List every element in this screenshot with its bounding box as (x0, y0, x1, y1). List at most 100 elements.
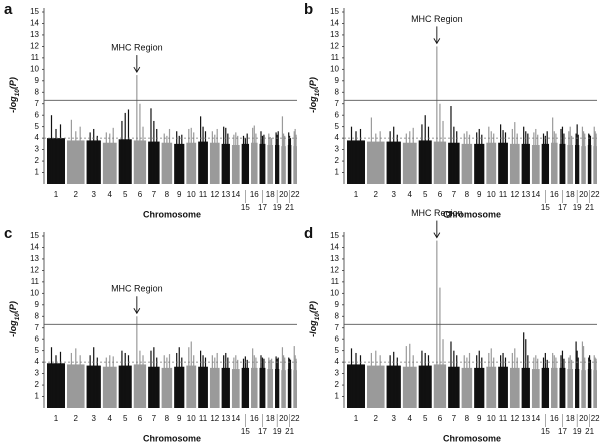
peak (252, 348, 254, 408)
y-tick-label: 5 (35, 346, 40, 355)
x-tick-label: 16 (250, 190, 259, 199)
peak (502, 352, 504, 408)
peak (166, 357, 168, 408)
x-tick-label: 22 (591, 414, 600, 423)
y-tick-label: 6 (335, 110, 340, 119)
peak (588, 355, 591, 408)
x-tick-label: 17 (258, 427, 267, 436)
x-tick-label: 19 (273, 203, 282, 212)
x-tick-label: 7 (452, 414, 457, 423)
peak (150, 108, 152, 184)
peak (581, 126, 584, 184)
peak (269, 359, 271, 408)
peak (293, 346, 295, 408)
peak (463, 133, 465, 184)
peak (124, 112, 126, 184)
peak (233, 134, 235, 184)
y-tick-label: 15 (330, 7, 339, 16)
peak (561, 126, 564, 184)
peak (350, 348, 353, 408)
peak (153, 120, 155, 184)
peak (276, 358, 278, 408)
peak (288, 132, 290, 184)
peak (121, 120, 123, 184)
peak (527, 133, 529, 184)
x-tick-label: 2 (74, 414, 79, 423)
x-tick-label: 18 (566, 414, 575, 423)
x-tick-label: 11 (199, 414, 208, 423)
peak (79, 126, 81, 184)
panel-label: d (304, 225, 313, 242)
y-tick-label: 9 (35, 300, 40, 309)
y-tick-label: 10 (330, 288, 339, 297)
peak (468, 352, 471, 408)
x-tick-label: 4 (108, 190, 113, 199)
y-tick-label: 13 (330, 30, 339, 39)
peak (525, 131, 527, 184)
y-tick-label: 3 (35, 369, 40, 378)
peak (589, 359, 592, 408)
peak (533, 357, 535, 408)
peak (93, 347, 95, 408)
annotation-arrowhead (133, 66, 141, 73)
peak (109, 355, 111, 408)
x-axis-label: Chromosome (143, 209, 201, 219)
peak (139, 103, 141, 184)
peak (359, 355, 362, 408)
peak (481, 357, 483, 408)
peak (295, 134, 297, 184)
peak (277, 131, 279, 184)
peak (563, 358, 565, 408)
peak (193, 132, 195, 184)
peak (511, 128, 513, 184)
peak (552, 352, 554, 408)
x-tick-label: 17 (258, 203, 267, 212)
peak (424, 352, 426, 408)
peak (409, 343, 411, 408)
peak (421, 124, 423, 184)
peak (439, 103, 441, 184)
y-tick-label: 13 (30, 30, 39, 39)
peak (282, 133, 285, 184)
peak (246, 359, 248, 408)
peak (582, 346, 585, 408)
y-tick-label: 5 (335, 122, 340, 131)
panel-label: b (304, 1, 313, 18)
y-tick-label: 14 (30, 243, 39, 252)
peak (370, 352, 372, 408)
x-tick-label: 9 (177, 190, 182, 199)
x-tick-label: 14 (531, 414, 540, 423)
peak (436, 46, 438, 185)
peak (181, 357, 183, 408)
panel-label: c (4, 225, 12, 242)
peak (409, 131, 411, 184)
annotation-arrowhead (433, 232, 441, 239)
peak (412, 355, 414, 408)
peak (588, 133, 590, 184)
peak (281, 116, 284, 184)
peak (412, 127, 414, 184)
peak (389, 355, 391, 408)
y-tick-label: 9 (335, 300, 340, 309)
peak (478, 350, 480, 408)
y-tick-label: 11 (331, 53, 340, 62)
x-tick-label: 5 (123, 414, 128, 423)
peak (516, 357, 518, 408)
y-axis-label-part: 10 (314, 89, 321, 97)
x-axis-label: Chromosome (443, 433, 501, 443)
x-tick-label: 4 (108, 414, 113, 423)
peak (463, 355, 465, 408)
peak (576, 124, 578, 184)
x-tick-label: 8 (465, 414, 470, 423)
peak (575, 133, 577, 184)
peak (405, 133, 407, 184)
peak (261, 135, 264, 184)
x-tick-label: 9 (477, 414, 482, 423)
peak (93, 128, 95, 184)
y-axis-label: -log10(P) (308, 301, 321, 337)
y-axis-label-part: -log (308, 96, 318, 113)
peak (268, 357, 270, 408)
